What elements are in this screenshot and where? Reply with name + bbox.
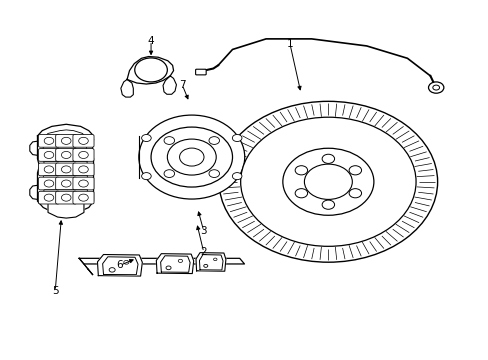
Circle shape [61,152,71,158]
Circle shape [142,135,151,141]
Circle shape [79,166,88,173]
Circle shape [163,170,174,177]
Circle shape [44,180,54,187]
Circle shape [61,137,71,144]
Circle shape [79,152,88,158]
Circle shape [432,85,439,90]
FancyBboxPatch shape [39,177,60,190]
Polygon shape [97,255,142,276]
Circle shape [135,58,167,82]
Circle shape [167,139,216,175]
FancyBboxPatch shape [39,191,60,204]
Circle shape [295,189,307,198]
Text: 6: 6 [116,260,123,270]
Circle shape [79,137,88,144]
Circle shape [427,82,443,93]
FancyBboxPatch shape [56,149,77,161]
FancyBboxPatch shape [39,163,60,176]
Text: 2: 2 [200,247,206,257]
Circle shape [44,152,54,158]
Polygon shape [102,257,138,275]
Text: 4: 4 [147,36,154,46]
Circle shape [44,194,54,201]
FancyBboxPatch shape [56,163,77,176]
Circle shape [163,137,174,144]
Circle shape [61,166,71,173]
Circle shape [213,258,217,261]
Polygon shape [156,254,193,274]
Circle shape [123,260,129,264]
Circle shape [208,170,219,177]
Circle shape [295,166,307,175]
Circle shape [79,180,88,187]
Circle shape [322,200,334,209]
Circle shape [219,101,437,262]
FancyBboxPatch shape [73,177,94,190]
Circle shape [61,180,71,187]
Text: 3: 3 [200,226,206,236]
Circle shape [208,137,219,144]
FancyBboxPatch shape [73,163,94,176]
Polygon shape [79,258,244,264]
Polygon shape [163,76,176,94]
Polygon shape [38,124,93,213]
Polygon shape [196,253,225,271]
Polygon shape [127,57,173,84]
FancyBboxPatch shape [39,135,60,147]
Circle shape [178,259,182,262]
Text: 7: 7 [179,80,185,90]
Circle shape [142,172,151,180]
FancyBboxPatch shape [73,149,94,161]
Circle shape [232,135,242,141]
FancyBboxPatch shape [56,177,77,190]
Polygon shape [48,205,84,218]
Polygon shape [121,80,133,97]
Polygon shape [160,256,190,272]
Circle shape [151,127,232,187]
FancyBboxPatch shape [56,191,77,204]
Text: 5: 5 [52,286,59,296]
Circle shape [166,266,171,270]
Circle shape [282,148,373,215]
Polygon shape [199,255,223,270]
FancyBboxPatch shape [73,191,94,204]
Circle shape [232,172,242,180]
FancyBboxPatch shape [195,69,206,75]
Circle shape [304,164,351,199]
Circle shape [322,154,334,163]
Circle shape [240,117,415,246]
Circle shape [179,148,203,166]
Ellipse shape [139,115,244,199]
Circle shape [203,264,207,267]
Circle shape [44,166,54,173]
Circle shape [348,189,361,198]
Text: 1: 1 [286,39,293,49]
Circle shape [44,137,54,144]
FancyBboxPatch shape [39,149,60,161]
FancyBboxPatch shape [73,135,94,147]
FancyBboxPatch shape [56,135,77,147]
Circle shape [109,267,115,272]
Circle shape [61,194,71,201]
Circle shape [79,194,88,201]
Circle shape [348,166,361,175]
